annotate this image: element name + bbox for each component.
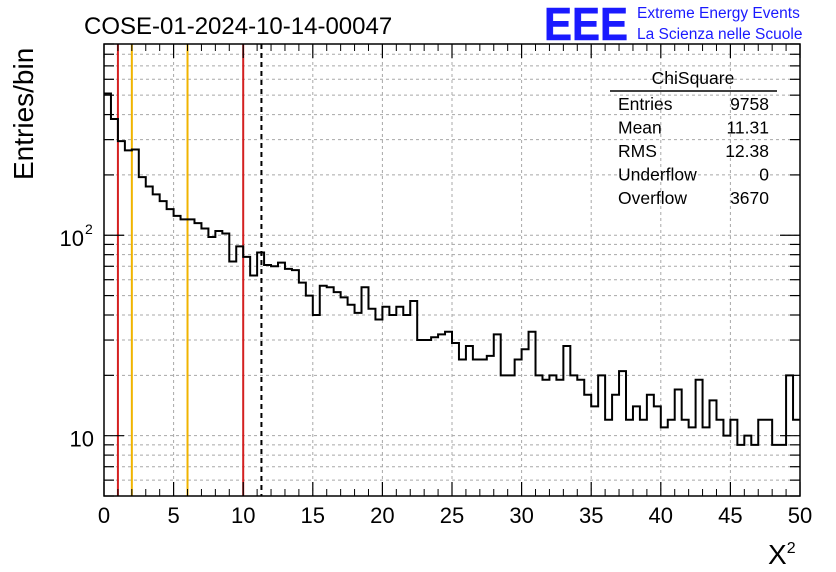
x-tick-label: 5	[167, 503, 179, 528]
x-tick-label: 40	[649, 503, 673, 528]
x-tick-label: 0	[98, 503, 110, 528]
x-tick-label: 25	[440, 503, 464, 528]
stats-value: 9758	[730, 94, 769, 114]
stats-rows: Entries 9758 Mean 11.31 RMS 12.38 Underflow 0 Ov…	[618, 94, 769, 208]
eee-logo-line2: La Scienza nelle Scuole	[637, 26, 802, 43]
stats-label: Underflow	[618, 165, 697, 185]
x-tick-label: 45	[718, 503, 742, 528]
stats-value: 12.38	[725, 141, 769, 161]
stats-value: 3670	[730, 188, 769, 208]
stats-label: Overflow	[618, 188, 687, 208]
axis-ticks	[103, 43, 801, 497]
x-tick-label: 20	[370, 503, 394, 528]
y-tick-label: 10	[60, 226, 84, 251]
stats-value: 11.31	[727, 118, 770, 138]
x-tick-label: 15	[301, 503, 325, 528]
x-tick-label: 10	[231, 503, 255, 528]
eee-logo-line1: Extreme Energy Events	[637, 5, 800, 22]
stats-title: ChiSquare	[652, 68, 735, 88]
stats-value: 0	[759, 165, 769, 185]
y-axis-label: Entries/bin	[8, 48, 39, 180]
reference-lines	[116, 44, 263, 496]
eee-logo: EEE Extreme Energy Events La Scienza nel…	[544, 0, 803, 50]
x-tick-labels: 0 5 10 15 20 25 30 35 40 45 50	[98, 503, 812, 528]
stats-label: Mean	[618, 118, 662, 138]
x-tick-label: 30	[509, 503, 533, 528]
y-tick-label: 10	[70, 427, 94, 452]
stats-box: ChiSquare Entries 9758 Mean 11.31 RMS 12.38 Un…	[610, 68, 777, 208]
x-axis-label: X2	[768, 539, 796, 570]
stats-label: RMS	[618, 141, 657, 161]
x-tick-label: 35	[579, 503, 603, 528]
y-tick-label-exponent: 2	[85, 221, 93, 237]
chart-title: COSE-01-2024-10-14-00047	[84, 13, 392, 40]
histogram-series	[104, 92, 800, 446]
x-tick-label: 50	[788, 503, 812, 528]
stats-label: Entries	[618, 94, 673, 114]
eee-logo-mark: EEE	[544, 0, 628, 50]
